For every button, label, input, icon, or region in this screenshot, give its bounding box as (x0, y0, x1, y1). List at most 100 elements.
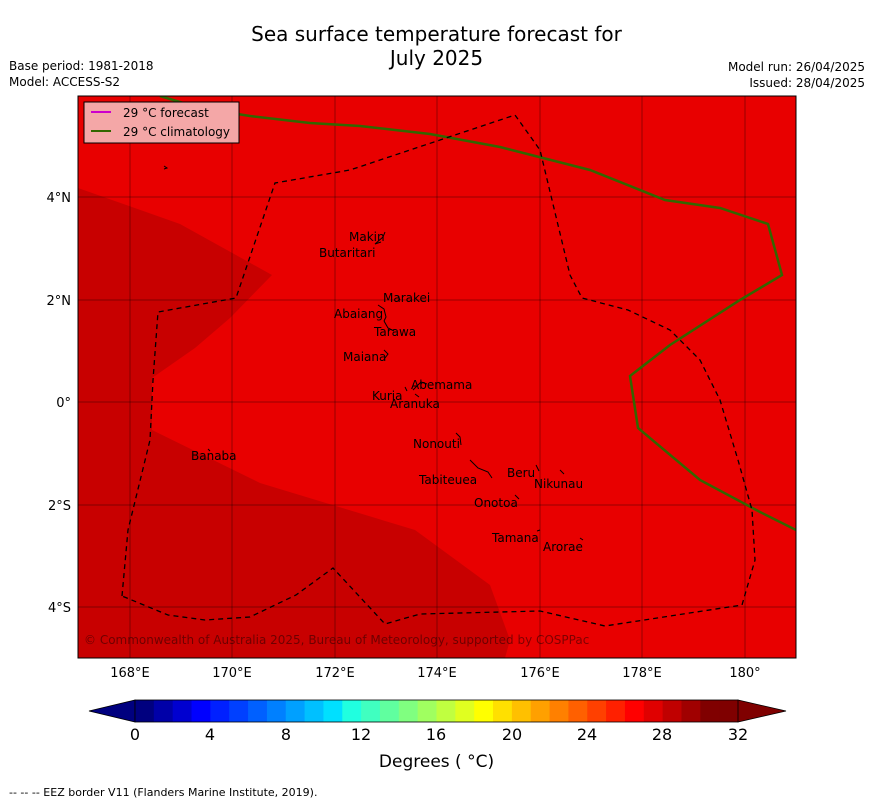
colorbar-cell (700, 700, 720, 722)
island-label-kuria: Kuria (372, 389, 403, 403)
map-area: Makin Butaritari Marakei Abaiang Tarawa … (78, 96, 796, 658)
lat-tick-4s: 4°S (48, 601, 71, 616)
island-shapes (163, 165, 584, 541)
island-label-makin: Makin (349, 230, 385, 244)
colorbar-tick-4: 4 (204, 725, 216, 744)
island-label-tamana: Tamana (491, 531, 539, 545)
colorbar-tick-12: 12 (350, 725, 372, 744)
colorbar-cell (624, 700, 645, 722)
island-labels: Makin Butaritari Marakei Abaiang Tarawa … (191, 230, 583, 554)
colorbar-tick-16: 16 (425, 725, 447, 744)
lon-tick-168e: 168°E (110, 666, 150, 681)
colorbar-tick-24: 24 (576, 725, 598, 744)
island-label-tarawa: Tarawa (373, 325, 416, 339)
lon-tick-172e: 172°E (315, 666, 355, 681)
legend-climatology-label: 29 °C climatology (123, 125, 230, 139)
island-label-nikunau: Nikunau (534, 477, 583, 491)
lon-tick-178e: 178°E (622, 666, 662, 681)
colorbar-cell (153, 700, 174, 722)
lat-tick-4n: 4°N (47, 191, 72, 206)
colorbar-cell (398, 700, 419, 722)
colorbar-tick-0: 0 (129, 725, 141, 744)
colorbar-cell (379, 700, 400, 722)
issued-date: Issued: 28/04/2025 (749, 76, 865, 90)
island-label-onotoa: Onotoa (474, 496, 518, 510)
colorbar-cell (681, 700, 701, 722)
colorbar-cell (643, 700, 664, 722)
model-name: Model: ACCESS-S2 (9, 75, 121, 89)
climatology-29c-line (159, 96, 796, 532)
title-line-1: Sea surface temperature forecast for (251, 22, 622, 46)
colorbar-cell (530, 700, 551, 722)
base-period: Base period: 1981-2018 (9, 59, 154, 73)
colorbar-cell (361, 700, 381, 722)
eez-border (121, 114, 756, 627)
colorbar-cell (511, 700, 532, 722)
colorbar-cell (549, 700, 569, 722)
colorbar-cell (606, 700, 626, 722)
colorbar-cell (417, 700, 437, 722)
map-frame (77, 95, 797, 659)
colorbar-cell (342, 700, 362, 722)
colorbar-cell (210, 700, 230, 722)
colorbar-cell (474, 700, 494, 722)
island-label-butaritari: Butaritari (319, 246, 376, 260)
colorbar-cell (455, 700, 475, 722)
colorbar-cell (285, 700, 306, 722)
colorbar-cell (662, 700, 682, 722)
lon-tick-180: 180° (729, 666, 760, 681)
colorbar-cell (191, 700, 211, 722)
island-label-nonouti: Nonouti (413, 437, 460, 451)
title-line-2: July 2025 (389, 46, 484, 70)
chart-title: Sea surface temperature forecast for Jul… (0, 22, 873, 70)
island-label-banaba: Banaba (191, 449, 237, 463)
meta-right: Model run: 26/04/2025 Issued: 28/04/2025 (728, 59, 865, 91)
colorbar-cell (266, 700, 287, 722)
colorbar-tick-32: 32 (727, 725, 749, 744)
lat-tick-0: 0° (56, 396, 71, 411)
colorbar-cell (172, 700, 193, 722)
lat-tick-2n: 2°N (47, 294, 72, 309)
eez-footnote: -- -- -- EEZ border V11 (Flanders Marine… (9, 786, 318, 799)
island-label-tabiteuea: Tabiteuea (418, 473, 477, 487)
colorbar-tick-20: 20 (501, 725, 523, 744)
colorbar-cell (135, 700, 155, 722)
island-label-maiana: Maiana (343, 350, 386, 364)
colorbar-label: Degrees ( °C) (378, 752, 495, 772)
island-label-aranuka: Aranuka (390, 397, 440, 411)
colorbar-high-extend (737, 699, 787, 723)
lon-tick-170e: 170°E (212, 666, 252, 681)
colorbar (88, 699, 787, 723)
lat-tick-2s: 2°S (48, 499, 71, 514)
colorbar-cell (568, 700, 588, 722)
colorbar-cell (436, 700, 456, 722)
island-label-abaiang: Abaiang (334, 307, 383, 321)
island-label-abemama: Abemama (411, 378, 472, 392)
island-label-marakei: Marakei (383, 291, 430, 305)
colorbar-cells (135, 700, 739, 722)
meta-left: Base period: 1981-2018 Model: ACCESS-S2 (9, 58, 154, 90)
island-label-arorae: Arorae (543, 540, 583, 554)
lat-tick-labels: 4°N 2°N 0° 2°S 4°S (47, 191, 72, 616)
legend-forecast-label: 29 °C forecast (123, 106, 209, 120)
lon-tick-174e: 174°E (417, 666, 457, 681)
legend-box: 29 °C forecast 29 °C climatology (83, 101, 240, 144)
colorbar-low-extend (88, 699, 136, 723)
sst-field-31 (78, 188, 510, 658)
colorbar-tick-8: 8 (280, 725, 292, 744)
model-run: Model run: 26/04/2025 (727, 60, 865, 74)
colorbar-frame (134, 699, 739, 723)
colorbar-cell (304, 700, 324, 722)
colorbar-cell (587, 700, 607, 722)
lon-tick-labels: 168°E 170°E 172°E 174°E 176°E 178°E 180° (110, 666, 760, 681)
attribution-text: © Commonwealth of Australia 2025, Bureau… (84, 633, 589, 647)
colorbar-cell (719, 700, 739, 722)
colorbar-tick-28: 28 (651, 725, 673, 744)
colorbar-cell (493, 700, 513, 722)
colorbar-cell (248, 700, 268, 722)
lon-tick-176e: 176°E (520, 666, 560, 681)
colorbar-cell (229, 700, 249, 722)
colorbar-cell (323, 700, 343, 722)
island-label-beru: Beru (507, 466, 535, 480)
